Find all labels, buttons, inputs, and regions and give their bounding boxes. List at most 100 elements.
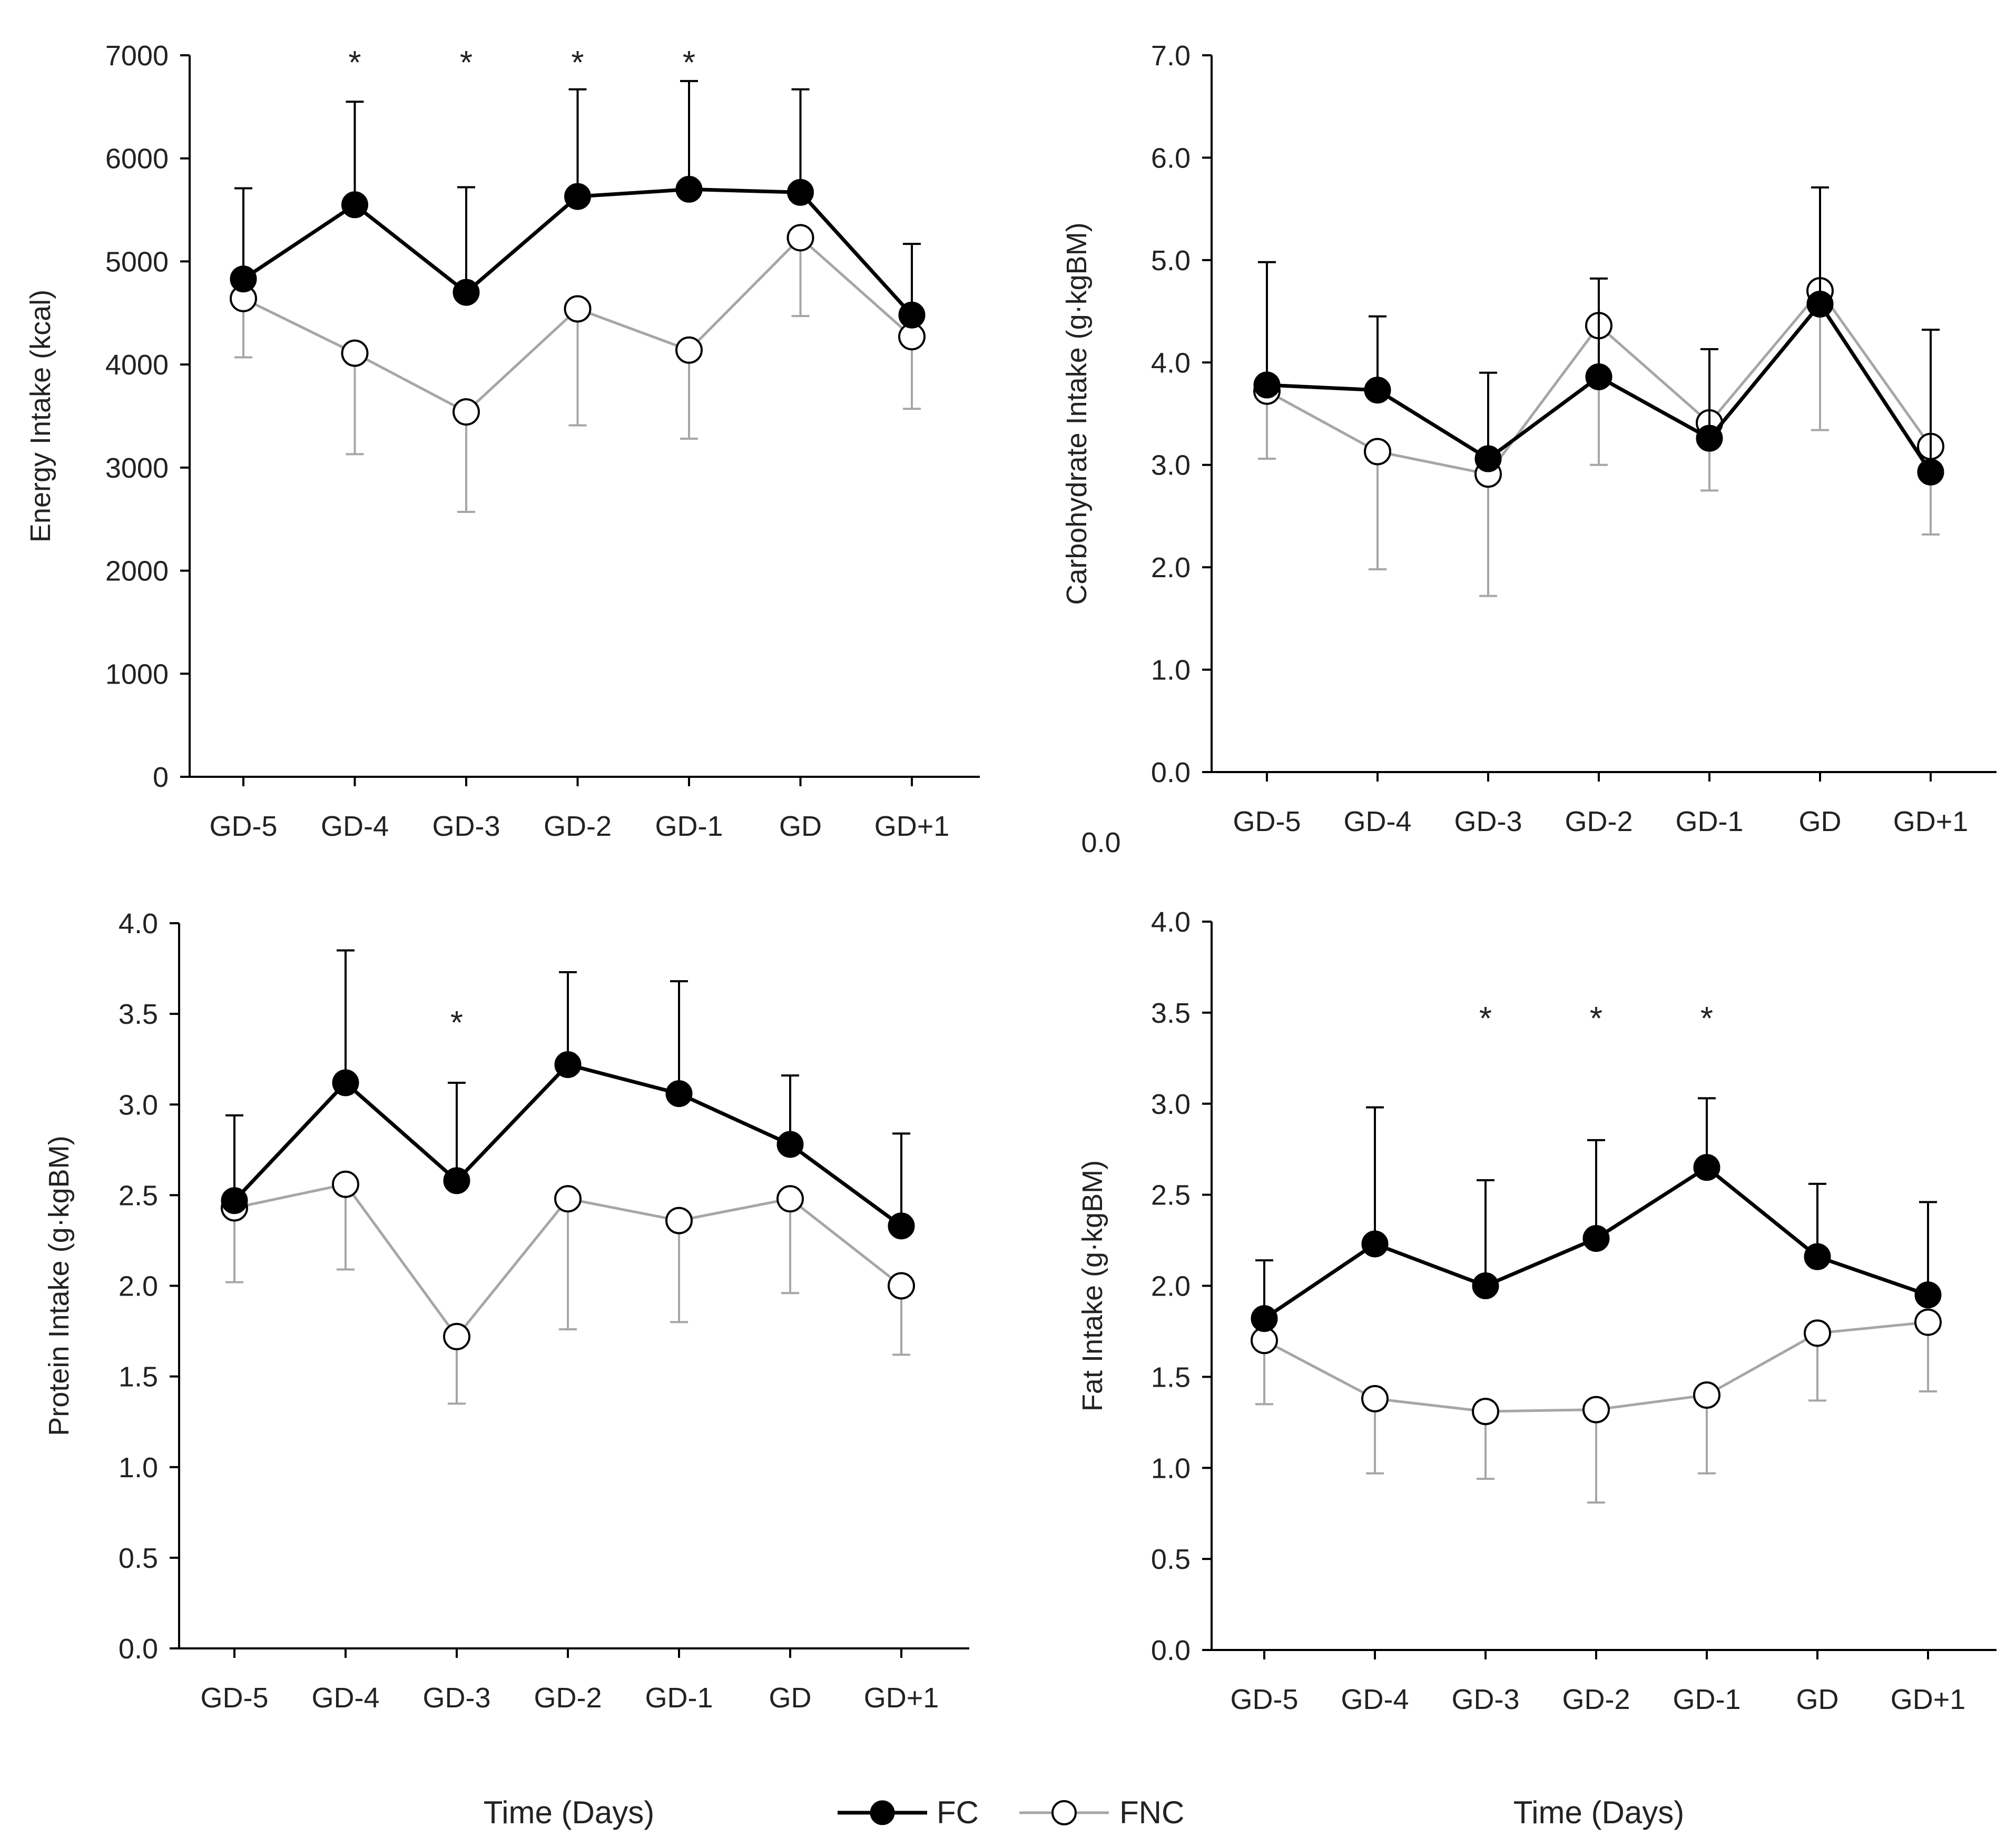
significance-marker: * bbox=[1479, 1001, 1492, 1037]
fc-point bbox=[554, 1051, 582, 1079]
x-tick-label: GD+1 bbox=[864, 1682, 939, 1714]
carbohydrate-intake-panel: 0.0 1.0 2.0 3.0 4.0 5.0 6.0 7.0 GD-5 GD-4 GD-3 GD-2… bbox=[1061, 40, 1997, 837]
fc-point bbox=[1253, 371, 1281, 399]
y-tick-label: 2.0 bbox=[1151, 552, 1191, 584]
y-tick-label: 2.5 bbox=[1151, 1180, 1191, 1211]
fnc-point bbox=[564, 295, 592, 323]
fc-point bbox=[453, 279, 480, 306]
y-axis-label: Fat Intake (g·kgBM) bbox=[1077, 1160, 1108, 1411]
fnc-point bbox=[1914, 1308, 1942, 1336]
x-tick-label: GD-1 bbox=[645, 1682, 713, 1714]
significance-marker: * bbox=[571, 45, 584, 81]
x-tick-label: GD-2 bbox=[534, 1682, 602, 1714]
fc-point bbox=[1917, 458, 1944, 486]
y-tick-label: 7000 bbox=[105, 40, 169, 72]
fnc-point bbox=[888, 1272, 915, 1300]
y-tick-label: 0.5 bbox=[1151, 1544, 1191, 1575]
fc-point bbox=[898, 301, 926, 329]
x-tick-label: GD-2 bbox=[1562, 1684, 1630, 1715]
y-tick-label: 1.0 bbox=[1151, 1452, 1191, 1484]
significance-marker: * bbox=[348, 45, 361, 81]
x-tick-label: GD-2 bbox=[544, 811, 612, 842]
fnc-point bbox=[341, 339, 369, 367]
significance-marker: * bbox=[1590, 1001, 1602, 1037]
significance-marker: * bbox=[450, 1005, 463, 1041]
fnc-point bbox=[332, 1170, 359, 1198]
y-tick-label: 2.5 bbox=[119, 1180, 158, 1211]
x-tick-label: GD-3 bbox=[422, 1682, 490, 1714]
y-tick-label: 0.0 bbox=[1151, 757, 1191, 788]
fc-point bbox=[1696, 424, 1723, 452]
fnc-point bbox=[675, 336, 703, 364]
fnc-point bbox=[1472, 1398, 1499, 1426]
x-axis-label: Time (Days) bbox=[1513, 1795, 1684, 1830]
x-tick-label: GD-2 bbox=[1565, 806, 1633, 837]
x-tick-label: GD bbox=[779, 811, 822, 842]
fc-point bbox=[1361, 1230, 1389, 1258]
fc-point bbox=[1806, 290, 1834, 318]
x-tick-label: GD bbox=[1796, 1684, 1839, 1715]
y-tick-label: 2.0 bbox=[1151, 1271, 1191, 1302]
y-tick-label: 5000 bbox=[105, 246, 169, 278]
y-axis-label: Energy Intake (kcal) bbox=[25, 290, 56, 542]
x-tick-label: GD-5 bbox=[1230, 1684, 1298, 1715]
x-tick-label: GD-1 bbox=[655, 811, 723, 842]
x-tick-label: GD-3 bbox=[1451, 1684, 1519, 1715]
fc-point bbox=[230, 265, 257, 293]
energy-intake-panel: 0 1000 2000 3000 4000 5000 6000 7000 GD-5 GD-4 GD-… bbox=[25, 40, 980, 842]
fc-point bbox=[1582, 1225, 1610, 1252]
legend-fnc-marker bbox=[1051, 1800, 1077, 1825]
legend-fc-label: FC bbox=[937, 1795, 979, 1830]
fc-point bbox=[787, 179, 814, 206]
legend: FC FNC bbox=[838, 1795, 1184, 1830]
x-tick-label: GD+1 bbox=[874, 811, 950, 842]
y-tick-label: 0 bbox=[153, 762, 169, 793]
fc-point bbox=[1474, 445, 1502, 472]
legend-fnc-label: FNC bbox=[1119, 1795, 1184, 1830]
protein-intake-panel: 0.0 0.5 1.0 1.5 2.0 2.5 3.0 3.5 4.0 GD-5 GD-4 GD-3 G… bbox=[43, 908, 969, 1830]
x-tick-label: GD-5 bbox=[200, 1682, 268, 1714]
x-tick-label: GD-4 bbox=[1341, 1684, 1409, 1715]
fnc-point bbox=[665, 1207, 693, 1234]
y-tick-label: 5.0 bbox=[1151, 245, 1191, 276]
y-axis-label: Carbohydrate Intake (g·kgBM) bbox=[1061, 222, 1093, 605]
fc-point bbox=[443, 1167, 470, 1194]
y-tick-label: 2.0 bbox=[119, 1271, 158, 1302]
y-tick-label: 7.0 bbox=[1151, 40, 1191, 72]
fc-point bbox=[564, 183, 591, 210]
y-tick-label: 3.5 bbox=[119, 999, 158, 1030]
fnc-point bbox=[453, 398, 480, 426]
y-tick-label: 3.0 bbox=[1151, 1089, 1191, 1120]
fc-point bbox=[675, 175, 703, 203]
y-tick-label: 3.0 bbox=[119, 1089, 158, 1121]
y-tick-label: 0.0 bbox=[119, 1633, 158, 1665]
fc-point bbox=[332, 1069, 359, 1096]
y-tick-label: 6.0 bbox=[1151, 142, 1191, 174]
y-tick-label: 0.0 bbox=[1151, 1635, 1191, 1666]
y-tick-label: 1.5 bbox=[1151, 1361, 1191, 1393]
fc-point bbox=[1364, 377, 1391, 404]
fc-point bbox=[888, 1212, 915, 1240]
fc-point bbox=[1251, 1305, 1278, 1332]
x-tick-label: GD-1 bbox=[1675, 806, 1743, 837]
legend-fc-marker bbox=[870, 1800, 895, 1825]
x-tick-label: GD-3 bbox=[432, 811, 500, 842]
fc-point bbox=[665, 1080, 693, 1108]
x-tick-label: GD+1 bbox=[1891, 1684, 1966, 1715]
y-tick-label: 3.5 bbox=[1151, 997, 1191, 1029]
fc-point bbox=[776, 1131, 804, 1158]
x-tick-label: GD bbox=[1799, 806, 1842, 837]
significance-marker: * bbox=[683, 45, 695, 81]
y-tick-label: 4.0 bbox=[1151, 347, 1191, 379]
fnc-point bbox=[786, 224, 814, 252]
x-tick-label: GD-5 bbox=[1233, 806, 1301, 837]
y-tick-label: 3000 bbox=[105, 452, 169, 484]
y-tick-label: 4.0 bbox=[1151, 906, 1191, 938]
fc-point bbox=[1804, 1243, 1831, 1270]
x-tick-label: GD-1 bbox=[1673, 1684, 1740, 1715]
y-tick-label: 1000 bbox=[105, 658, 169, 690]
fnc-point bbox=[1804, 1319, 1831, 1347]
fnc-point bbox=[554, 1185, 582, 1213]
x-tick-label: GD bbox=[769, 1682, 812, 1714]
